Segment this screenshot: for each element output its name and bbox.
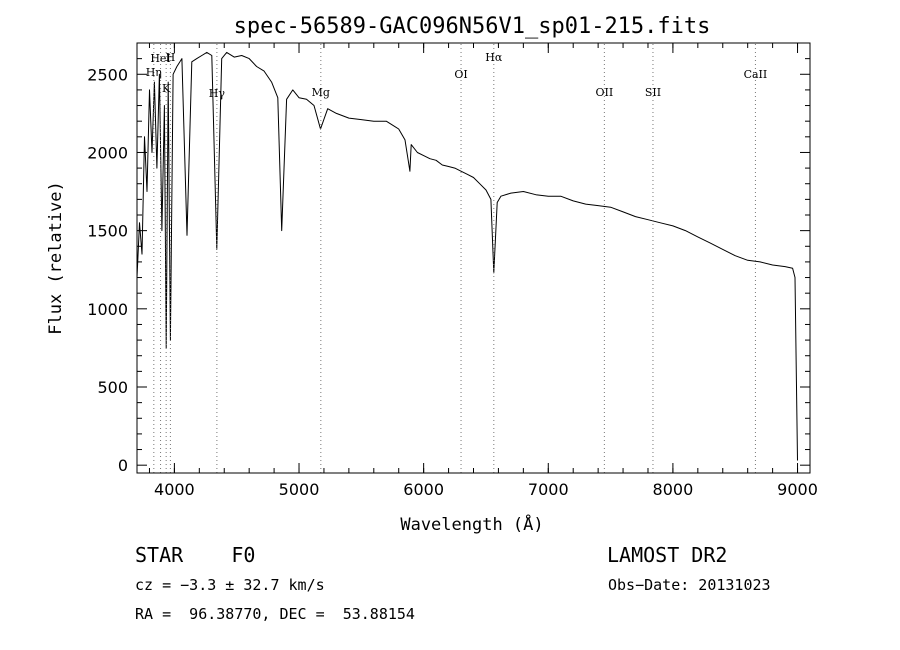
x-axis-label: Wavelength (Å) bbox=[400, 513, 543, 535]
x-tick-label: 5000 bbox=[279, 480, 320, 499]
class-label: STAR bbox=[135, 543, 184, 567]
spectral-line-label: Hα bbox=[485, 51, 503, 64]
x-tick-label: 9000 bbox=[777, 480, 818, 499]
y-tick-label: 500 bbox=[97, 378, 128, 397]
spectral-line-label: K bbox=[162, 82, 171, 95]
axis-ticks: 4000 5000 6000 7000 8000 9000 0 500 1000 1500 2000… bbox=[87, 43, 818, 499]
x-tick-label: 8000 bbox=[653, 480, 694, 499]
plot-frame bbox=[136, 42, 811, 474]
y-tick-label: 1500 bbox=[87, 222, 128, 241]
plot-area bbox=[136, 51, 798, 461]
spectral-line-label: CaII bbox=[744, 68, 768, 81]
spectral-line-label: HeI bbox=[150, 52, 170, 65]
spectral-line-label: H bbox=[166, 51, 176, 64]
spectral-line-label: Hγ bbox=[209, 87, 226, 100]
object-class: STAR F0 bbox=[135, 543, 255, 567]
subclass-label: F0 bbox=[231, 543, 256, 567]
spectrum-series-line bbox=[136, 51, 798, 461]
spectral-line-label: OII bbox=[596, 86, 614, 99]
x-tick-label: 4000 bbox=[154, 480, 195, 499]
chart-title: spec-56589-GAC096N56V1_sp01-215.fits bbox=[234, 14, 711, 39]
spectral-line-label: SII bbox=[645, 86, 661, 99]
survey-label: LAMOST DR2 bbox=[607, 543, 728, 567]
x-tick-label: 6000 bbox=[403, 480, 444, 499]
obs-date-text: Obs−Date: 20131023 bbox=[608, 576, 771, 594]
x-tick-label: 7000 bbox=[528, 480, 569, 499]
y-tick-label: 2500 bbox=[87, 65, 128, 84]
spectral-line-label: OI bbox=[454, 68, 467, 81]
spectral-line-label: Hη bbox=[146, 66, 162, 79]
y-axis-label: Flux (relative) bbox=[46, 181, 66, 335]
coordinates-text: RA = 96.38770, DEC = 53.88154 bbox=[135, 605, 415, 623]
y-tick-label: 1000 bbox=[87, 300, 128, 319]
spectral-line-label: Mg bbox=[312, 86, 330, 99]
y-tick-label: 0 bbox=[118, 456, 128, 475]
redshift-text: cz = −3.3 ± 32.7 km/s bbox=[135, 576, 325, 594]
y-tick-label: 2000 bbox=[87, 143, 128, 162]
